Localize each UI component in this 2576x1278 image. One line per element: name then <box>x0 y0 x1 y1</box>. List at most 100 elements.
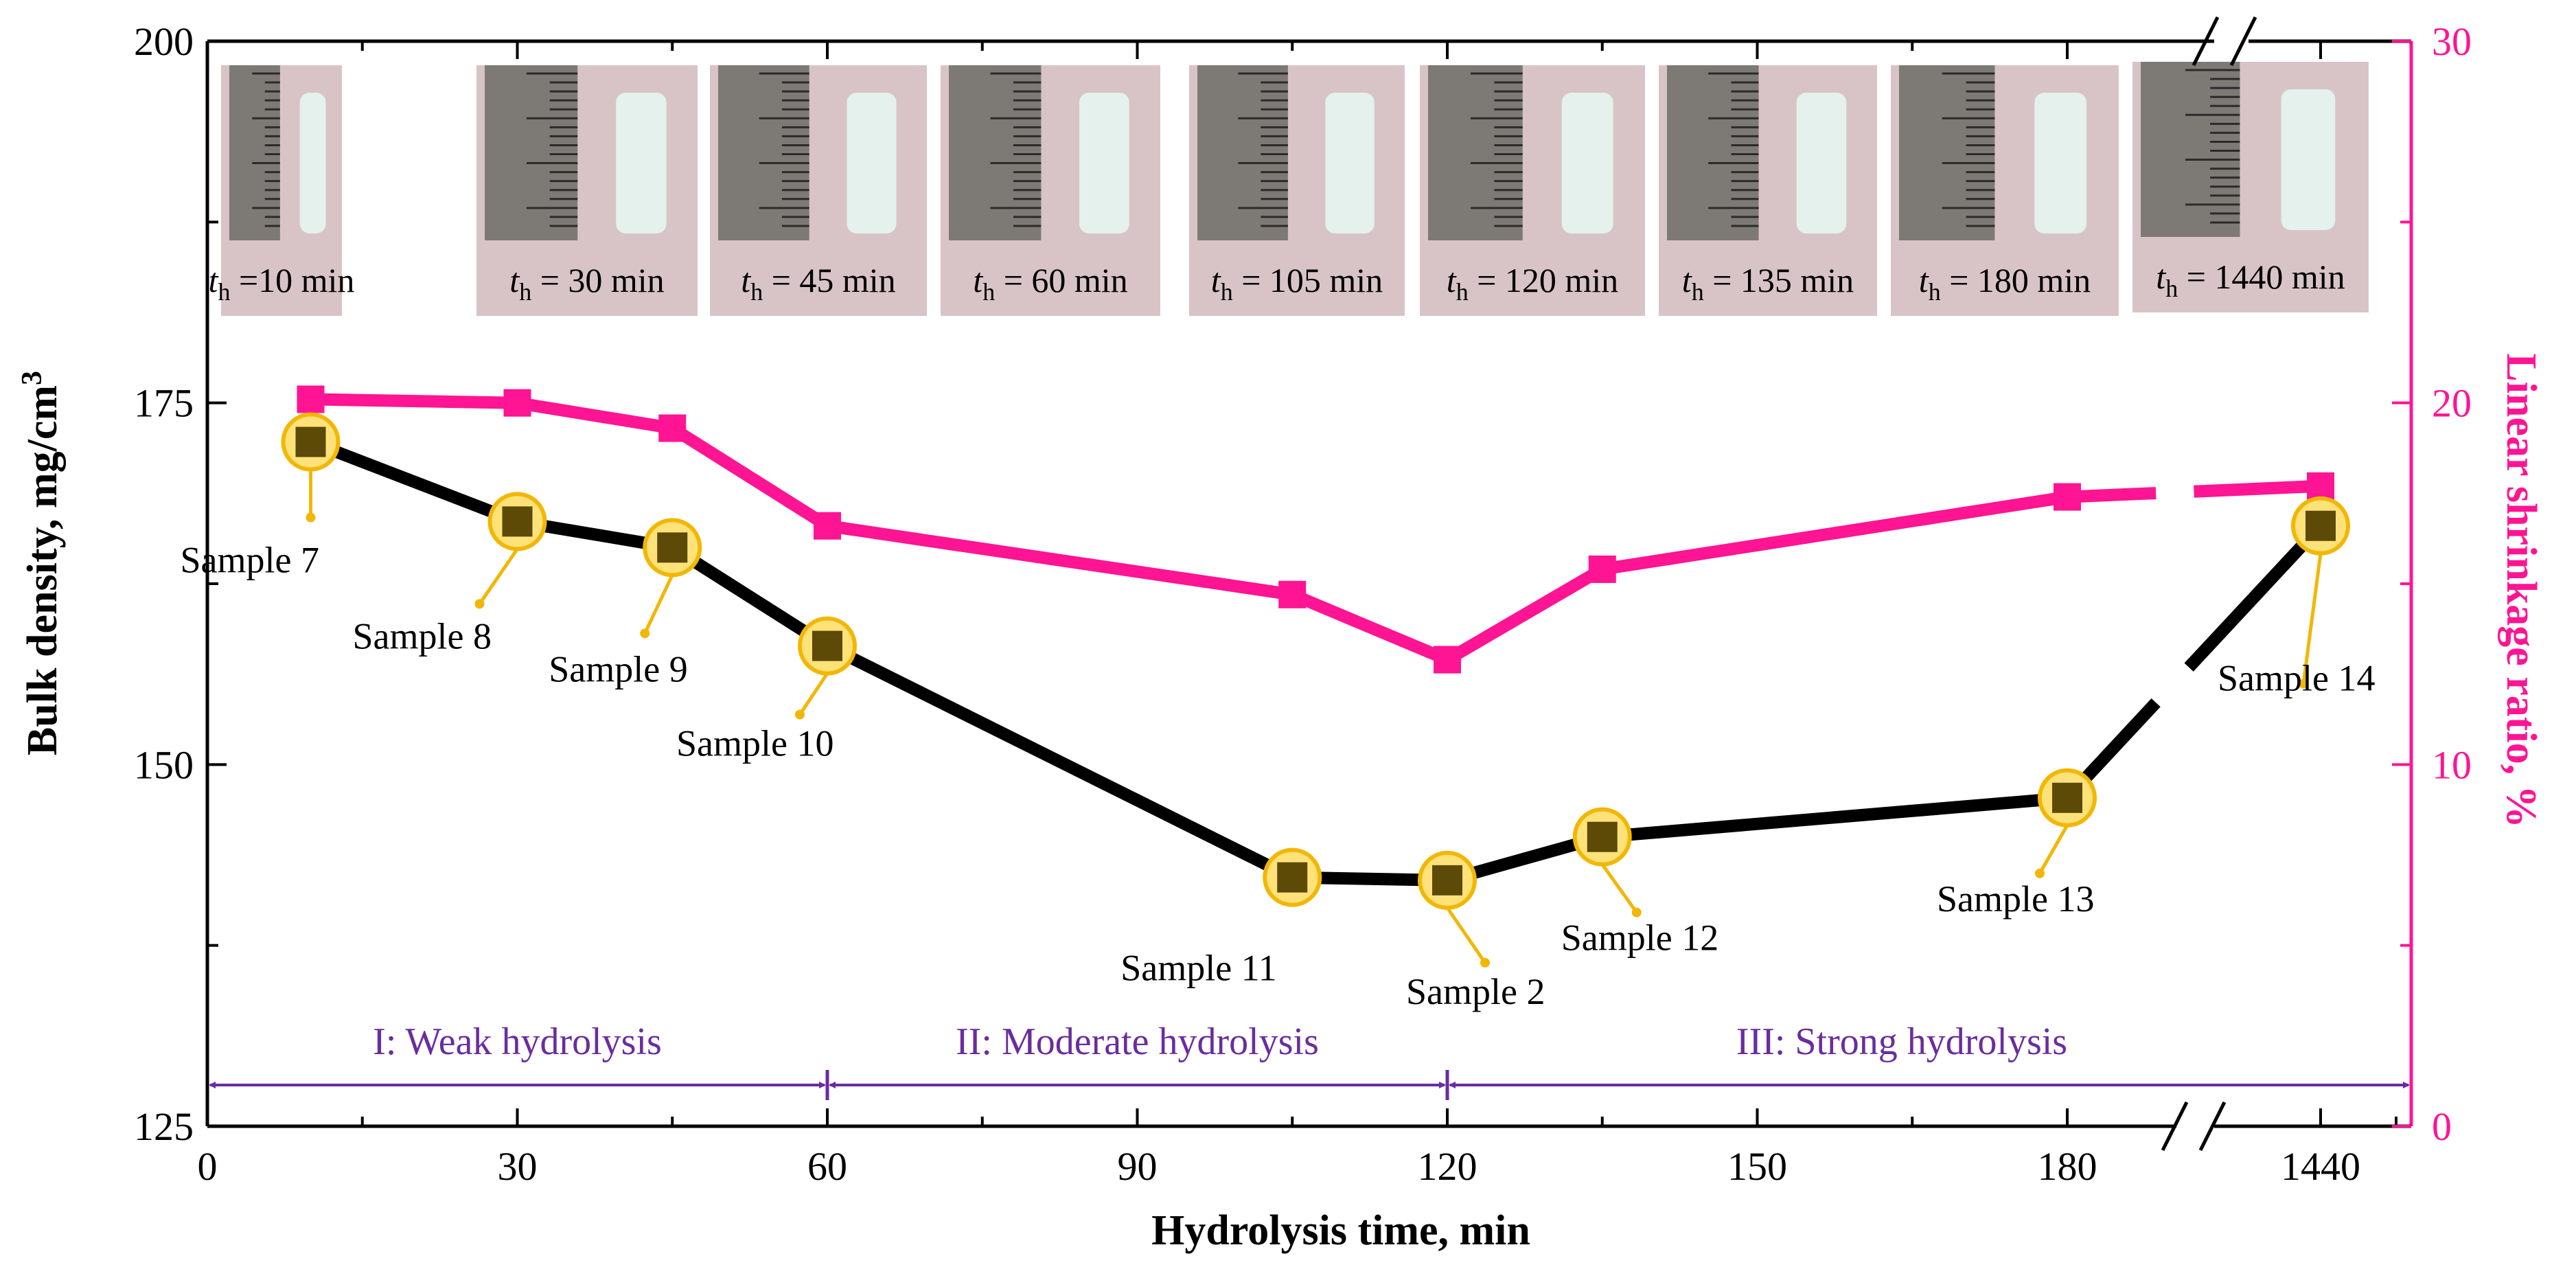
photo-caption-t: t <box>209 261 219 299</box>
y-axis-left-title-superscript: 3 <box>16 371 48 385</box>
photo-caption: th = 120 min <box>1447 261 1618 306</box>
photo-caption-t: t <box>509 261 520 299</box>
shrinkage-point <box>1434 646 1461 674</box>
shrinkage-point <box>2307 472 2334 500</box>
sample-cylinder-image <box>1561 93 1613 233</box>
photo-panel: th = 105 min <box>1189 65 1405 316</box>
sample-pointer-tip <box>1480 957 1490 968</box>
sample-pointer-line <box>1445 906 1487 964</box>
sample-pointer-tip <box>2035 868 2045 878</box>
sample-pointer-tip <box>306 512 316 523</box>
ruler-image <box>2141 62 2240 237</box>
photo-panel: th = 135 min <box>1659 65 1877 316</box>
sample-cylinder-image <box>616 93 667 233</box>
sample-label: Sample 8 <box>353 615 492 657</box>
x-tick-label: 60 <box>807 1144 847 1189</box>
photo-caption: th = 45 min <box>741 261 895 306</box>
sample-label: Sample 14 <box>2218 658 2375 699</box>
sample-label: Sample 11 <box>1120 948 1276 989</box>
shrinkage-line-segment <box>2067 487 2157 503</box>
sample-cylinder-image <box>2034 93 2087 233</box>
photo-caption: th = 135 min <box>1682 261 1854 306</box>
photo-caption-sub: h <box>1692 278 1704 306</box>
photo-caption: th =10 min <box>209 261 355 306</box>
photo-panel: th = 1440 min <box>2132 62 2369 312</box>
x-tick-label: 30 <box>498 1144 538 1189</box>
ruler-image <box>229 65 280 240</box>
x-tick-label: 90 <box>1118 1144 1158 1189</box>
sample-pointer-tip <box>1631 907 1642 917</box>
sample-cylinder-image <box>2281 89 2336 230</box>
ruler-image <box>1428 65 1523 240</box>
photo-caption-sub: h <box>2165 275 2178 302</box>
photo-caption-rest: = 45 min <box>763 261 895 299</box>
sample-pointer-tip <box>795 709 805 720</box>
sample-label: Sample 2 <box>1406 971 1545 1012</box>
photo-caption-t: t <box>741 261 751 299</box>
photo-panel: th = 120 min <box>1420 65 1645 316</box>
photo-caption-rest: =10 min <box>230 261 354 299</box>
photo-caption: th = 180 min <box>1919 261 2091 306</box>
density-point <box>502 506 533 537</box>
shrinkage-point <box>1278 580 1307 608</box>
density-point <box>2052 782 2082 813</box>
shrinkage-line <box>310 393 2069 666</box>
density-line-segment <box>2184 521 2325 672</box>
y-left-tick-label: 175 <box>134 381 194 426</box>
y-right-tick-label: 10 <box>2432 742 2472 787</box>
axes: 0 30 60 90 120 150 180 1440 125 150 175 200 0 10 20 30 <box>134 16 2472 1189</box>
axis-break-mark <box>2161 1101 2189 1152</box>
axis-break-mark <box>2198 1101 2227 1152</box>
y-right-tick-label: 20 <box>2432 381 2472 426</box>
sample-cylinder-image <box>299 93 326 233</box>
ruler-image <box>1197 65 1288 240</box>
photo-caption-sub: h <box>1221 278 1233 306</box>
x-tick-label: 1440 <box>2281 1144 2360 1189</box>
photo-caption-rest: = 120 min <box>1469 261 1618 299</box>
photo-caption-t: t <box>1919 261 1929 299</box>
density-point <box>1277 862 1308 893</box>
density-point <box>812 630 842 661</box>
region-label: II: Moderate hydrolysis <box>956 1020 1319 1063</box>
y-left-tick-label: 150 <box>134 742 194 787</box>
photo-caption: th = 105 min <box>1211 261 1383 306</box>
ruler-image <box>718 65 809 240</box>
region-label: I: Weak hydrolysis <box>373 1020 662 1063</box>
sample-pointer-line <box>643 574 674 635</box>
y-left-tick-label: 125 <box>134 1104 194 1149</box>
axis-break-mark-top <box>2192 16 2220 67</box>
sample-cylinder-image <box>1796 93 1847 233</box>
sample-pointer-tip <box>2299 678 2308 689</box>
photo-caption-t: t <box>1682 261 1692 299</box>
sample-cylinder-image <box>1079 93 1129 233</box>
photo-caption: th = 30 min <box>509 261 664 306</box>
photo-caption-sub: h <box>218 278 230 306</box>
photo-caption-sub: h <box>982 278 995 306</box>
sample-label: Sample 10 <box>676 723 833 764</box>
region-annotations: I: Weak hydrolysis II: Moderate hydrolysi… <box>209 1020 2410 1100</box>
y-axis-right-title: Linear shrinkage ratio, % <box>2498 353 2544 828</box>
sample-pointer-line <box>478 547 519 605</box>
y-axis-left-title-text: Bulk density, mg/cm <box>19 385 66 755</box>
shrinkage-line-segment <box>2194 479 2321 498</box>
sample-label: Sample 13 <box>1937 878 2094 920</box>
photo-caption-sub: h <box>1456 278 1469 306</box>
sample-pointer-line <box>2038 824 2069 875</box>
sample-pointer-line <box>1600 863 1638 914</box>
photo-caption-t: t <box>1211 261 1221 299</box>
shrinkage-point <box>2054 483 2081 511</box>
photo-caption: th = 1440 min <box>2156 258 2345 302</box>
photo-caption-sub: h <box>750 278 763 306</box>
photo-caption-sub: h <box>519 278 531 306</box>
density-point <box>295 426 326 457</box>
photo-caption-rest: = 135 min <box>1704 261 1854 299</box>
sample-cylinder-image <box>847 93 897 233</box>
shrinkage-point <box>297 385 325 413</box>
photo-panel: th = 180 min <box>1891 65 2119 316</box>
x-axis-title: Hydrolysis time, min <box>1151 1207 1530 1254</box>
x-tick-label: 0 <box>198 1144 218 1189</box>
axis-break-mark-top <box>2229 16 2257 67</box>
photo-panel: th = 60 min <box>941 65 1160 316</box>
